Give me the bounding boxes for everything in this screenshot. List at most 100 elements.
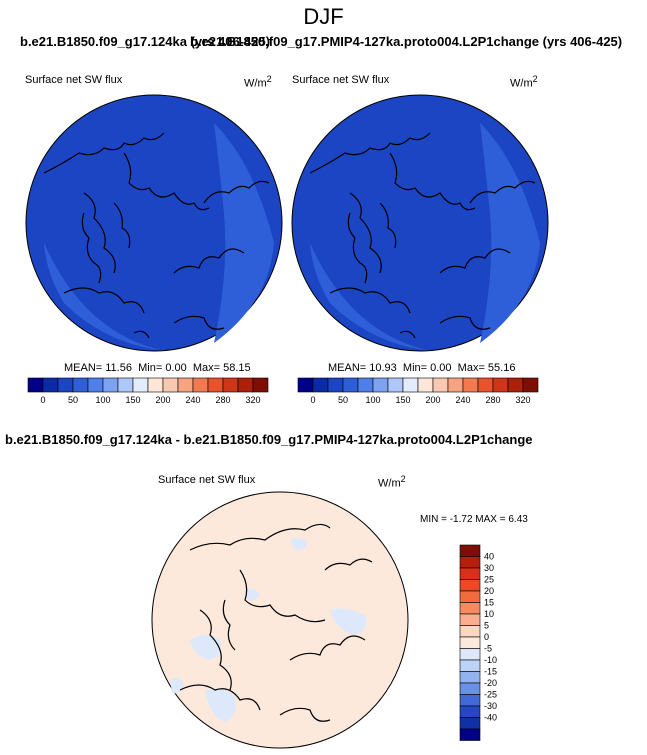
colorbar-tick-label: 40 [484,552,494,562]
map-left-rim-shading [214,123,274,343]
left-units-label: W/m2 [244,74,272,90]
colorbar-tick-label: -30 [484,701,497,711]
colorbar-swatch [177,377,194,393]
colorbar-tick-label: 10 [484,609,494,619]
map-diff [151,491,409,749]
map-left-disc [25,94,283,352]
right-variable-label: Surface net SW flux [292,74,390,86]
colorbar-swatch [459,636,481,649]
left-variable-label: Surface net SW flux [25,74,123,86]
colorbar-swatch [459,705,481,718]
map-diff-disc [151,491,409,749]
colorbar-tick-label: 280 [215,395,230,405]
colorbar-tick-label: 150 [395,395,410,405]
panel-right-title: b.e21.B1850.f09_g17.PMIP4-127ka.proto004… [190,34,623,49]
diff-variable-label: Surface net SW flux [158,474,256,486]
colorbar-swatch [459,613,481,626]
colorbar-tick-label: -40 [484,713,497,723]
left-stats: MEAN= 11.56 Min= 0.00 Max= 58.15 [64,362,251,374]
colorbar-tick-label: 320 [245,395,260,405]
panel-left-title: b.e21.B1850.f09_g17.124ka (yrs 406-425) [20,34,271,49]
map-right-rim-shading [310,243,430,351]
colorbar-swatch [459,717,481,730]
map-right-rim-shading [480,123,540,343]
colorbar-swatch [237,377,254,393]
colorbar-tick-label: -15 [484,667,497,677]
colorbar-swatch [327,377,344,393]
colorbar-tick-label: 100 [365,395,380,405]
colorbar-swatch [162,377,179,393]
colorbar-swatch [447,377,464,393]
colorbar-right: 0 50 100 150 200 240 280 320 [297,377,539,405]
colorbar-swatch [459,556,481,569]
colorbar-tick-label: -20 [484,678,497,688]
colorbar-tick-label: 50 [338,395,348,405]
colorbar-swatch [459,590,481,603]
colorbar-swatch [297,377,314,393]
colorbar-swatch [417,377,434,393]
colorbar-swatch [459,694,481,707]
colorbar-swatch [312,377,329,393]
colorbar-swatch [252,377,269,393]
colorbar-tick-label: 150 [125,395,140,405]
colorbar-swatch [192,377,209,393]
colorbar-swatch [342,377,359,393]
map-left [25,94,283,352]
colorbar-swatch [27,377,44,393]
season-title: DJF [303,4,344,29]
colorbar-swatch [72,377,89,393]
colorbar-tick-label: 5 [484,621,489,631]
colorbar-swatch [432,377,449,393]
colorbar-swatch [87,377,104,393]
colorbar-swatch [402,377,419,393]
colorbar-swatch [57,377,74,393]
colorbar-tick-label: 280 [485,395,500,405]
colorbar-tick-label: -10 [484,655,497,665]
colorbar-tick-label: 320 [515,395,530,405]
colorbar-tick-label: 25 [484,575,494,585]
colorbar-tick-label: 0 [40,395,45,405]
colorbar-tick-label: 0 [484,632,489,642]
colorbar-swatch [222,377,239,393]
map-left-rim-shading [44,243,164,351]
diff-title: b.e21.B1850.f09_g17.124ka - b.e21.B1850.… [5,432,533,447]
colorbar-swatch [459,567,481,580]
colorbar-tick-label: 240 [455,395,470,405]
colorbar-swatch [459,544,481,557]
colorbar-swatch [522,377,539,393]
colorbar-swatch [459,625,481,638]
map-right [291,94,549,352]
map-diff-coastlines [179,523,373,722]
colorbar-swatch [459,682,481,695]
diff-stats: MIN = -1.72 MAX = 6.43 [420,514,528,525]
colorbar-left: 0 50 100 150 200 240 280 320 [27,377,269,405]
colorbar-swatch [102,377,119,393]
colorbar-tick-label: 20 [484,586,494,596]
colorbar-swatch [117,377,134,393]
colorbar-swatch [459,648,481,661]
colorbar-tick-label: 0 [310,395,315,405]
colorbar-swatch [507,377,524,393]
colorbar-swatch [459,728,481,741]
colorbar-tick-label: 100 [95,395,110,405]
colorbar-tick-label: -5 [484,644,492,654]
map-diff-negative-patches [170,537,367,722]
colorbar-swatch [477,377,494,393]
map-right-coastlines [309,132,536,339]
colorbar-swatch [132,377,149,393]
colorbar-swatch [462,377,479,393]
colorbar-swatch [147,377,164,393]
colorbar-tick-label: -25 [484,690,497,700]
colorbar-swatch [372,377,389,393]
colorbar-swatch [42,377,59,393]
map-left-coastlines [43,132,270,339]
colorbar-swatch [207,377,224,393]
colorbar-tick-label: 15 [484,598,494,608]
colorbar-swatch [357,377,374,393]
diff-units-label: W/m2 [378,474,406,490]
colorbar-swatch [459,659,481,672]
right-units-label: W/m2 [510,74,538,90]
colorbar-swatch [459,579,481,592]
colorbar-swatch [459,671,481,684]
